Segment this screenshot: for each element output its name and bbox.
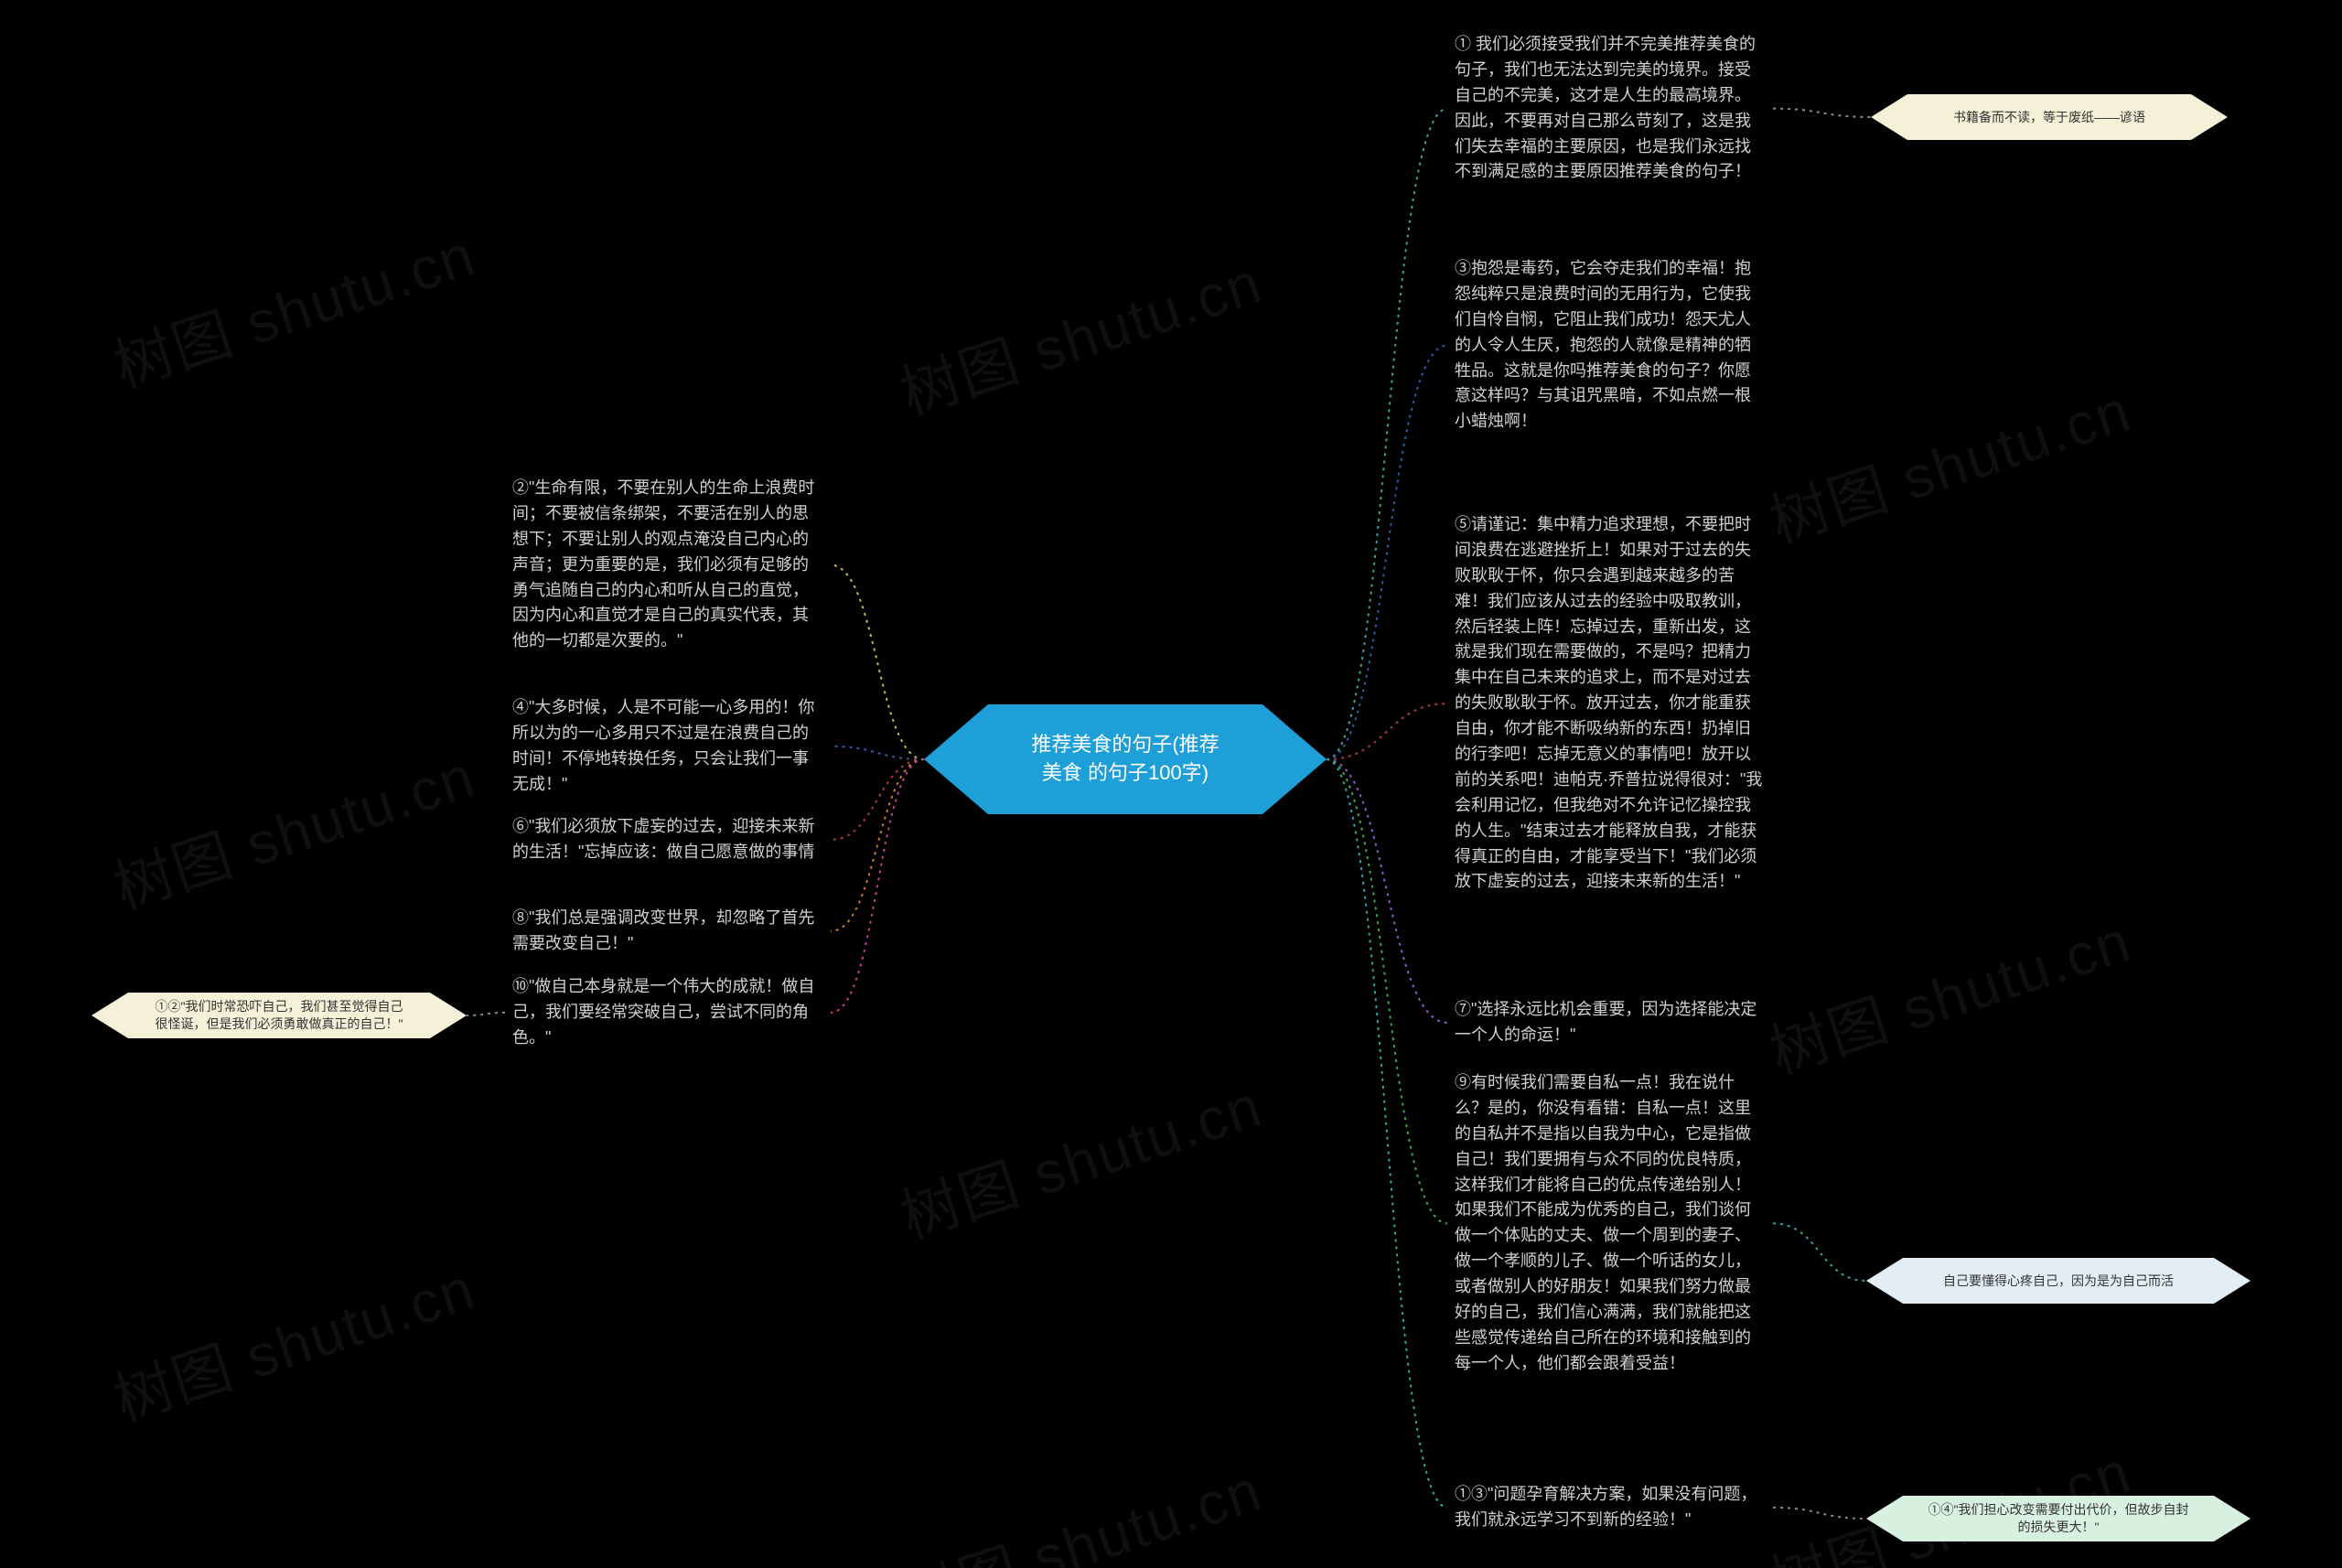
leaf-label: ①②"我们时常恐吓自己，我们甚至觉得自己很怪诞，但是我们必须勇敢做真正的自己！" xyxy=(151,998,407,1033)
watermark: 树图 shutu.cn xyxy=(889,1059,1272,1255)
branch-node-left-2[interactable]: ④"大多时候，人是不可能一心多用的！你所以为的一心多用只不过是在浪费自己的时间！… xyxy=(512,695,823,798)
leaf-label: 自己要懂得心疼自己，因为是为自己而活 xyxy=(1943,1273,2174,1290)
watermark: 树图 shutu.cn xyxy=(889,236,1272,432)
branch-node-right-1[interactable]: ① 我们必须接受我们并不完美推荐美食的句子，我们也无法达到完美的境界。接受自己的… xyxy=(1455,32,1766,185)
branch-node-right-6[interactable]: ①③"问题孕育解决方案，如果没有问题，我们就永远学习不到新的经验！" xyxy=(1455,1482,1766,1533)
branch-node-left-3[interactable]: ⑥"我们必须放下虚妄的过去，迎接未来新的生活！"忘掉应该：做自己愿意做的事情 xyxy=(512,814,823,865)
leaf-node-right-2[interactable]: 自己要懂得心疼自己，因为是为自己而活 xyxy=(1903,1258,2214,1304)
watermark: 树图 shutu.cn xyxy=(1758,895,2141,1090)
leaf-node-left-1[interactable]: ①②"我们时常恐吓自己，我们甚至觉得自己很怪诞，但是我们必须勇敢做真正的自己！" xyxy=(128,993,430,1038)
watermark: 树图 shutu.cn xyxy=(102,1242,485,1438)
watermark: 树图 shutu.cn xyxy=(889,1444,1272,1568)
mindmap-canvas: 树图 shutu.cn 树图 shutu.cn 树图 shutu.cn 树图 s… xyxy=(0,0,2342,1568)
branch-node-right-2[interactable]: ③抱怨是毒药，它会夺走我们的幸福！抱怨纯粹只是浪费时间的无用行为，它使我们自怜自… xyxy=(1455,256,1766,435)
leaf-node-right-3[interactable]: ①④"我们担心改变需要付出代价，但故步自封的损失更大！" xyxy=(1903,1496,2214,1541)
root-label: 推荐美食的句子(推荐美食 的句子100字) xyxy=(1025,731,1226,788)
branch-node-right-4[interactable]: ⑦"选择永远比机会重要，因为选择能决定一个人的命运！" xyxy=(1455,997,1766,1048)
leaf-label: 书籍备而不读，等于废纸——谚语 xyxy=(1953,109,2145,126)
leaf-node-right-1[interactable]: 书籍备而不读，等于废纸——谚语 xyxy=(1907,94,2191,140)
watermark: 树图 shutu.cn xyxy=(102,209,485,404)
branch-node-right-3[interactable]: ⑤请谨记：集中精力追求理想，不要把时间浪费在逃避挫折上！如果对于过去的失败耿耿于… xyxy=(1455,512,1766,895)
leaf-label: ①④"我们担心改变需要付出代价，但故步自封的损失更大！" xyxy=(1926,1501,2191,1536)
root-node[interactable]: 推荐美食的句子(推荐美食 的句子100字) xyxy=(988,704,1262,814)
branch-node-left-4[interactable]: ⑧"我们总是强调改变世界，却忽略了首先需要改变自己！" xyxy=(512,906,823,957)
watermark: 树图 shutu.cn xyxy=(1758,364,2141,560)
branch-node-left-1[interactable]: ②"生命有限，不要在别人的生命上浪费时间；不要被信条绑架，不要活在别人的思想下；… xyxy=(512,476,823,654)
watermark: 树图 shutu.cn xyxy=(102,730,485,926)
branch-node-right-5[interactable]: ⑨有时候我们需要自私一点！我在说什么？是的，你没有看错：自私一点！这里的自私并不… xyxy=(1455,1070,1766,1377)
branch-node-left-5[interactable]: ⑩"做自己本身就是一个伟大的成就！做自己，我们要经常突破自己，尝试不同的角色。" xyxy=(512,974,823,1051)
